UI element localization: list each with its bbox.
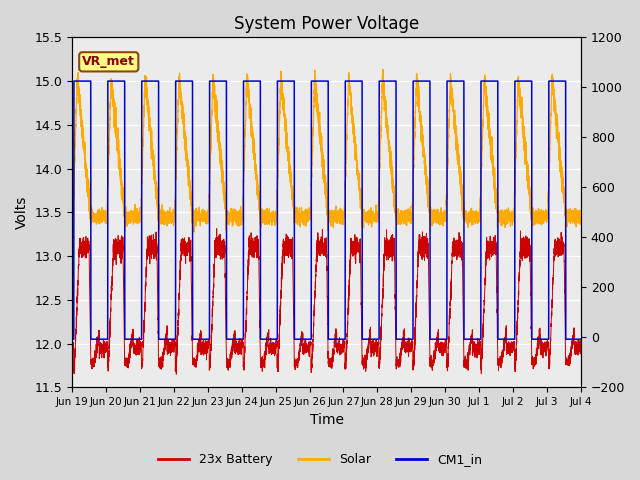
23x Battery (454, 238, 462, 243)
Title: System Power Voltage: System Power Voltage (234, 15, 419, 33)
23x Battery (213, 226, 221, 231)
CM1_in (70, 78, 77, 84)
Solar (556, 163, 563, 169)
23x Battery (577, 344, 585, 350)
Line: Solar: Solar (72, 70, 581, 232)
CM1_in (556, 78, 563, 84)
CM1_in (440, 336, 448, 342)
CM1_in (241, 78, 249, 84)
23x Battery (241, 334, 249, 340)
Y-axis label: Volts: Volts (15, 196, 29, 229)
Line: CM1_in: CM1_in (72, 81, 581, 339)
Text: VR_met: VR_met (83, 55, 135, 68)
23x Battery (309, 339, 317, 345)
X-axis label: Time: Time (310, 413, 344, 427)
23x Battery (556, 243, 563, 249)
Legend: 23x Battery, Solar, CM1_in: 23x Battery, Solar, CM1_in (153, 448, 487, 471)
CM1_in (454, 78, 462, 84)
Solar (309, 127, 317, 133)
Solar (454, 161, 462, 167)
23x Battery (172, 372, 180, 377)
CM1_in (68, 336, 76, 342)
Solar (577, 212, 585, 217)
CM1_in (577, 336, 585, 342)
Solar (379, 67, 387, 72)
Line: 23x Battery: 23x Battery (72, 228, 581, 374)
Solar (550, 86, 557, 92)
Solar (190, 229, 198, 235)
CM1_in (549, 78, 557, 84)
23x Battery (440, 340, 448, 346)
23x Battery (550, 273, 557, 278)
Solar (241, 131, 249, 136)
23x Battery (68, 338, 76, 344)
Solar (68, 211, 76, 217)
Solar (440, 216, 448, 222)
CM1_in (309, 78, 317, 84)
